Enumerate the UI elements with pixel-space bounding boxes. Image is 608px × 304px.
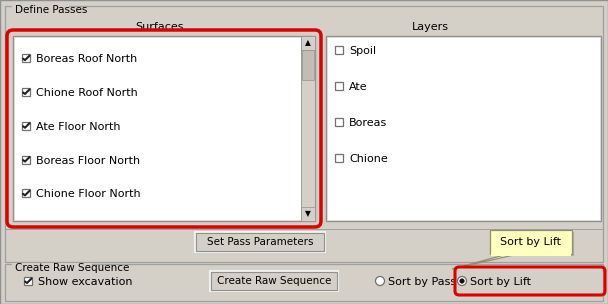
Text: Set Pass Parameters: Set Pass Parameters — [207, 237, 313, 247]
Text: Create Raw Sequence: Create Raw Sequence — [217, 276, 331, 286]
Bar — [24, 277, 32, 285]
Text: Boreas: Boreas — [349, 118, 387, 128]
Polygon shape — [452, 254, 518, 269]
Text: Surfaces: Surfaces — [136, 22, 184, 32]
Bar — [326, 36, 601, 221]
Bar — [196, 233, 324, 251]
Bar — [12, 263, 92, 273]
Bar — [14, 37, 314, 220]
Circle shape — [376, 277, 384, 285]
Circle shape — [457, 277, 466, 285]
Text: ▲: ▲ — [305, 39, 311, 47]
Bar — [13, 36, 315, 221]
Bar — [335, 82, 343, 90]
Text: Ate Floor North: Ate Floor North — [36, 122, 120, 132]
Text: Chione: Chione — [349, 154, 388, 164]
Text: ▼: ▼ — [305, 209, 311, 219]
Text: Sort by Pass: Sort by Pass — [388, 277, 456, 287]
Text: Define Passes: Define Passes — [15, 5, 88, 15]
Bar — [22, 156, 30, 164]
Bar — [491, 253, 571, 256]
Bar — [335, 118, 343, 126]
Text: Boreas Roof North: Boreas Roof North — [36, 54, 137, 64]
Text: Boreas Floor North: Boreas Floor North — [36, 156, 140, 166]
Bar — [22, 189, 30, 197]
Text: Sort by Lift: Sort by Lift — [470, 277, 531, 287]
Bar — [12, 5, 69, 15]
Bar — [335, 154, 343, 162]
Bar — [492, 232, 574, 256]
Bar — [5, 6, 603, 262]
Bar — [210, 271, 338, 291]
Text: Show excavation: Show excavation — [38, 277, 133, 287]
Bar — [327, 37, 600, 220]
Bar — [211, 272, 337, 290]
Bar — [301, 36, 315, 50]
Bar — [302, 50, 314, 80]
Text: Sort by Lift: Sort by Lift — [500, 237, 562, 247]
Text: Create Raw Sequence: Create Raw Sequence — [15, 263, 130, 273]
Bar — [195, 232, 325, 252]
Circle shape — [460, 279, 464, 283]
Bar — [22, 54, 30, 62]
Bar — [5, 264, 603, 301]
Bar — [301, 36, 315, 221]
Bar — [335, 46, 343, 54]
Text: Chione Floor North: Chione Floor North — [36, 189, 140, 199]
Bar — [301, 207, 315, 221]
Text: Spoil: Spoil — [349, 46, 376, 56]
Bar — [22, 88, 30, 96]
Bar — [22, 122, 30, 130]
Text: Chione Roof North: Chione Roof North — [36, 88, 138, 98]
Text: Layers: Layers — [412, 22, 449, 32]
Text: Ate: Ate — [349, 82, 368, 92]
Bar — [490, 230, 572, 254]
